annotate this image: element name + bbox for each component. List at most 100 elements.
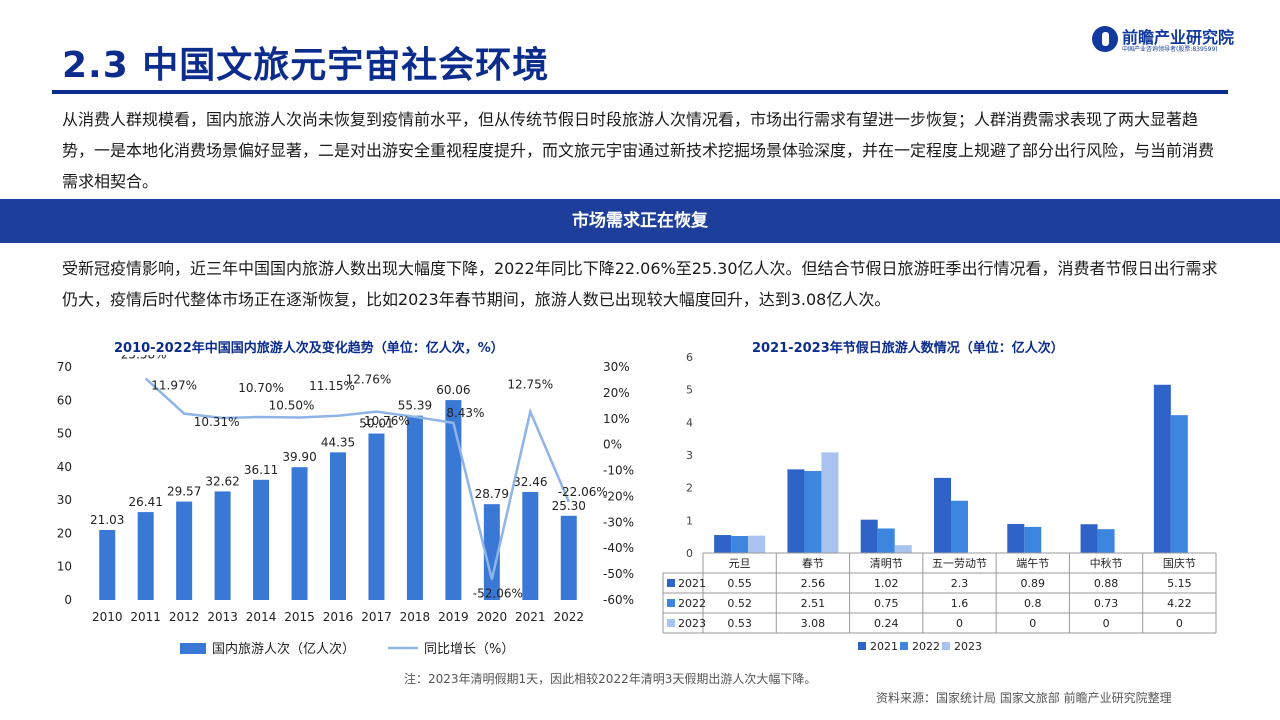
bar-2022 (804, 471, 822, 553)
bar-2022 (1097, 529, 1115, 553)
x-tick-label: 2015 (284, 610, 315, 624)
legend-swatch-bar (180, 643, 206, 654)
table-cell-value: 0 (1103, 617, 1110, 630)
y2-tick-label: 20% (603, 386, 630, 400)
bar-value-label: 29.57 (167, 485, 201, 499)
bar-2021 (1080, 524, 1098, 553)
y-tick-label: 30 (57, 493, 72, 507)
y2-tick-label: -60% (603, 593, 634, 607)
bar-2021 (714, 535, 732, 553)
footnote: 注：2023年清明假期1天，因此相较2022年清明3天假期出游人次大幅下降。 (404, 672, 817, 686)
category-label: 元旦 (729, 557, 751, 570)
bar-value-label: 36.11 (244, 463, 278, 477)
bar-visitors (214, 491, 231, 600)
bar-2022 (1024, 526, 1042, 553)
x-tick-label: 2013 (207, 610, 238, 624)
growth-value-label: 10.76% (364, 414, 410, 428)
legend-label: 2021 (870, 640, 898, 653)
bar-value-label: 21.03 (90, 513, 124, 527)
y2-tick-label: -20% (603, 489, 634, 503)
category-label: 端午节 (1016, 557, 1049, 570)
bar-value-label: 28.79 (475, 487, 509, 501)
bar-value-label: 25.30 (552, 499, 586, 513)
growth-value-label: 10.50% (269, 398, 315, 412)
table-row-swatch (667, 599, 675, 607)
x-tick-label: 2017 (361, 610, 392, 624)
legend-label: 2023 (954, 640, 982, 653)
bar-2023 (894, 545, 912, 553)
x-tick-label: 2014 (246, 610, 277, 624)
y2-tick-label: -50% (603, 567, 634, 581)
bar-visitors (406, 415, 423, 600)
x-tick-label: 2018 (400, 610, 431, 624)
source-line: 资料来源：国家统计局 国家文旅部 前瞻产业研究院整理 (876, 691, 1172, 705)
category-label: 国庆节 (1163, 556, 1196, 570)
y2-tick-label: 10% (603, 412, 630, 426)
logo-icon (1092, 26, 1118, 52)
y2-tick-label: 30% (603, 360, 630, 374)
y-tick-label: 3 (686, 449, 693, 462)
x-tick-label: 2021 (515, 610, 546, 624)
growth-value-label: 10.31% (194, 415, 240, 429)
table-row-label: 2023 (678, 617, 706, 630)
y2-tick-label: 0% (603, 438, 622, 452)
x-tick-label: 2016 (323, 610, 354, 624)
bar-visitors (137, 512, 154, 600)
bar-visitors (445, 400, 462, 600)
y-tick-label: 2 (686, 482, 693, 495)
y-tick-label: 0 (64, 593, 72, 607)
bar-visitors (99, 530, 116, 600)
y-tick-label: 1 (686, 514, 693, 527)
bar-value-label: 60.06 (436, 383, 470, 397)
bar-visitors (368, 433, 385, 600)
body-paragraph: 受新冠疫情影响，近三年中国国内旅游人数出现大幅度下降，2022年同比下降22.0… (62, 259, 1218, 309)
legend-swatch (858, 642, 866, 650)
bar-value-label: 50.01 (359, 417, 393, 431)
brand-logo: 前瞻产业研究院 中国产业咨询领导者(股票:839599) (1092, 22, 1242, 58)
table-cell-value: 5.15 (1167, 577, 1192, 590)
table-cell-value: 0.73 (1094, 597, 1119, 610)
table-cell-value: 3.08 (801, 617, 826, 630)
bar-value-label: 44.35 (321, 435, 355, 449)
bar-2021 (860, 519, 878, 553)
bar-visitors (560, 515, 577, 600)
x-tick-label: 2011 (130, 610, 161, 624)
logo-text: 前瞻产业研究院 (1122, 28, 1235, 47)
growth-value-label: 12.75% (507, 378, 553, 392)
legend-label: 2022 (912, 640, 940, 653)
table-cell-value: 0.89 (1021, 577, 1045, 590)
y2-tick-label: -30% (603, 515, 634, 529)
y-tick-label: 40 (57, 460, 72, 474)
category-label: 清明节 (870, 557, 903, 570)
table-row-swatch (667, 619, 675, 627)
table-row-label: 2022 (678, 597, 706, 610)
table-cell-value: 1.02 (874, 577, 899, 590)
table-cell-value: 0 (1029, 617, 1036, 630)
page-title: 2.3 中国文旅元宇宙社会环境 (62, 45, 550, 86)
logo-subtitle: 中国产业咨询领导者(股票:839599) (1122, 46, 1218, 53)
category-label: 中秋节 (1090, 556, 1123, 570)
table-cell-value: 2.3 (951, 577, 969, 590)
bar-value-label: 32.46 (513, 475, 547, 489)
bar-2023 (821, 452, 839, 553)
table-cell-value: 0.24 (874, 617, 899, 630)
bar-visitors (291, 467, 308, 600)
intro-paragraph: 从消费人群规模看，国内旅游人次尚未恢复到疫情前水平，但从传统节假日时段旅游人次情… (62, 110, 1215, 191)
table-cell-value: 4.22 (1167, 597, 1192, 610)
table-cell-value: 0 (956, 617, 963, 630)
growth-value-label: 8.43% (446, 406, 484, 420)
category-label: 五一劳动节 (932, 557, 987, 570)
growth-value-label: 12.76% (346, 373, 392, 387)
y2-tick-label: -10% (603, 464, 634, 478)
x-tick-label: 2012 (169, 610, 200, 624)
bar-2021 (787, 469, 805, 553)
table-cell-value: 2.51 (801, 597, 826, 610)
y-tick-label: 0 (686, 547, 693, 560)
legend-label-bar: 国内旅游人次（亿人次） (212, 641, 355, 657)
legend-swatch (900, 642, 908, 650)
legend-swatch (942, 642, 950, 650)
bar-value-label: 26.41 (129, 495, 163, 509)
growth-value-label: 10.70% (238, 381, 284, 395)
table-cell-value: 0 (1176, 617, 1183, 630)
y-tick-label: 70 (57, 360, 72, 374)
